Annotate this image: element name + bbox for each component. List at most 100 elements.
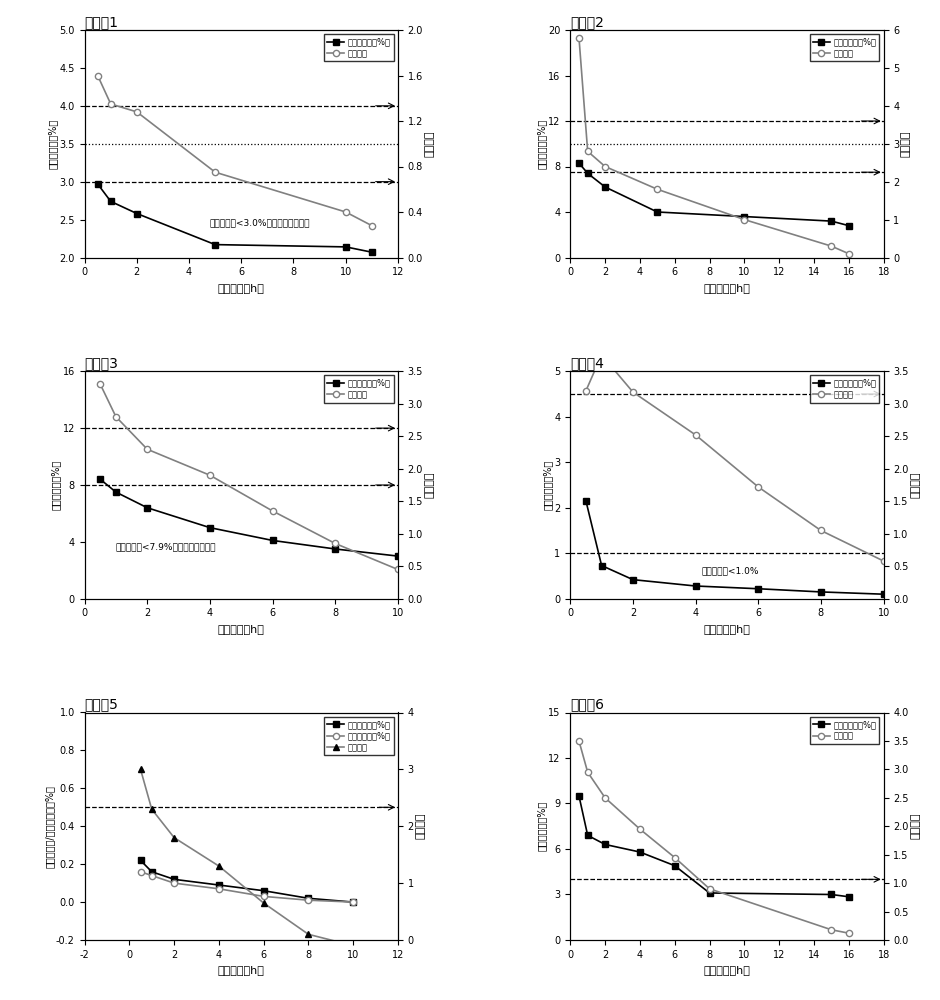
Legend: 棕榈酸含量（%）, 过氧化值: 棕榈酸含量（%）, 过氧化值 [809,34,880,61]
硬脂酸含量（%） [580,495,591,507]
硬脂酸含量（%） [367,246,378,258]
过氧化值 [753,481,764,493]
Line: 硬脂酸含量（%）: 硬脂酸含量（%） [137,869,356,905]
棕榈酸含量（%） [704,887,715,899]
过氧化值 [135,763,147,775]
过氧化值 [95,378,106,390]
过氧化值 [843,248,854,260]
棕榈酸含量（%） [825,215,837,227]
硬脂酸含量（%） [132,208,143,220]
过氧化值 [573,735,585,747]
硬脂酸含量（%） [213,883,225,895]
棕榈酸含量（%） [573,157,585,169]
过氧化值 [690,429,701,441]
Line: 过氧化值: 过氧化值 [137,766,356,949]
过氧化值 [878,555,889,567]
过氧化值 [210,166,221,178]
过氧化值 [627,386,638,398]
过氧化值 [600,792,611,804]
过氧化值 [303,928,314,940]
Legend: 棕榈酸含量（%）, 过氧化值: 棕榈酸含量（%）, 过氧化值 [324,375,394,403]
过氧化值 [825,924,837,936]
棕榈酸含量（%） [651,206,663,218]
Text: 对比例5: 对比例5 [85,697,118,711]
过氧化值 [267,505,278,517]
棕榈酸含量（%） [600,181,611,193]
过氧化值 [634,823,646,835]
过氧化值 [582,145,593,157]
Line: 过氧化值: 过氧化值 [583,352,886,564]
硬脂酸含量（%） [258,890,269,902]
Line: 过氧化值: 过氧化值 [95,72,375,229]
硬脂酸含量（%） [348,896,359,908]
Text: 对比例1: 对比例1 [85,15,118,29]
硬脂酸含量（%） [146,870,157,882]
棕榈酸含量（%） [213,879,225,891]
过氧化值 [843,927,854,939]
X-axis label: 接触时间（h）: 接触时间（h） [703,283,750,293]
硬脂酸含量（%） [135,866,147,878]
棕榈酸含量（%） [600,838,611,850]
过氧化值 [582,766,593,778]
过氧化值 [340,206,352,218]
棕榈酸含量（%） [348,896,359,908]
硬脂酸含量（%） [753,583,764,595]
X-axis label: 接触时间（h）: 接触时间（h） [703,624,750,634]
硬脂酸含量（%） [303,894,314,906]
Line: 棕榈酸含量（%）: 棕榈酸含量（%） [97,476,401,559]
过氧化值 [132,106,143,118]
Text: 棕榈酸含量<7.9%，不符合药典标准: 棕榈酸含量<7.9%，不符合药典标准 [116,542,216,551]
Text: 对比例2: 对比例2 [571,15,604,29]
棕榈酸含量（%） [634,846,646,858]
Y-axis label: 棕榈酸含量（%）: 棕榈酸含量（%） [537,801,547,851]
棕榈酸含量（%） [110,486,121,498]
硬脂酸含量（%） [627,574,638,586]
棕榈酸含量（%） [135,854,147,866]
Legend: 棕榈酸含量（%）, 过氧化值: 棕榈酸含量（%）, 过氧化值 [809,717,880,744]
棕榈酸含量（%） [825,888,837,900]
棕榈酸含量（%） [168,873,180,885]
棕榈酸含量（%） [573,790,585,802]
Y-axis label: 过氧化值: 过氧化值 [415,813,425,839]
过氧化值 [146,803,157,815]
Y-axis label: 过氧化值: 过氧化值 [901,130,911,157]
Text: 对比例3: 对比例3 [85,356,118,370]
棕榈酸含量（%） [582,167,593,179]
Y-axis label: 过氧化值: 过氧化值 [910,472,920,498]
过氧化值 [580,385,591,397]
过氧化值 [651,183,663,195]
Y-axis label: 硬脂酸含量（%）: 硬脂酸含量（%） [48,119,58,169]
Line: 硬脂酸含量（%）: 硬脂酸含量（%） [95,181,375,255]
棕榈酸含量（%） [582,829,593,841]
Text: 硬脂酸含量<1.0%: 硬脂酸含量<1.0% [702,567,760,576]
Legend: 硬脂酸含量（%）, 过氧化值: 硬脂酸含量（%）, 过氧化值 [809,375,880,403]
硬脂酸含量（%） [92,178,103,190]
棕榈酸含量（%） [843,220,854,232]
硬脂酸含量（%） [878,588,889,600]
过氧化值 [600,160,611,172]
棕榈酸含量（%） [392,550,403,562]
过氧化值 [367,220,378,232]
过氧化值 [704,883,715,895]
过氧化值 [739,214,750,226]
Y-axis label: 过氧化值: 过氧化值 [910,813,920,839]
Line: 棕榈酸含量（%）: 棕榈酸含量（%） [576,160,852,229]
X-axis label: 接触时间（h）: 接触时间（h） [218,965,265,975]
过氧化值 [142,443,153,455]
过氧化值 [596,349,607,361]
棕榈酸含量（%） [669,860,681,872]
过氧化值 [213,860,225,872]
过氧化值 [392,563,403,575]
Y-axis label: 过氧化值: 过氧化值 [425,472,434,498]
Line: 棕榈酸含量（%）: 棕榈酸含量（%） [576,793,852,900]
Y-axis label: 硬脂酸含量（%）: 硬脂酸含量（%） [543,460,553,510]
Y-axis label: 棕榈酸含量/硬脂酸含量（%）: 棕榈酸含量/硬脂酸含量（%） [44,785,55,868]
过氧化值 [258,897,269,909]
棕榈酸含量（%） [739,211,750,223]
过氧化值 [573,32,585,44]
过氧化值 [330,537,341,549]
Line: 硬脂酸含量（%）: 硬脂酸含量（%） [583,498,886,597]
X-axis label: 接触时间（h）: 接触时间（h） [703,965,750,975]
Line: 过氧化值: 过氧化值 [576,34,852,257]
X-axis label: 接触时间（h）: 接触时间（h） [218,624,265,634]
